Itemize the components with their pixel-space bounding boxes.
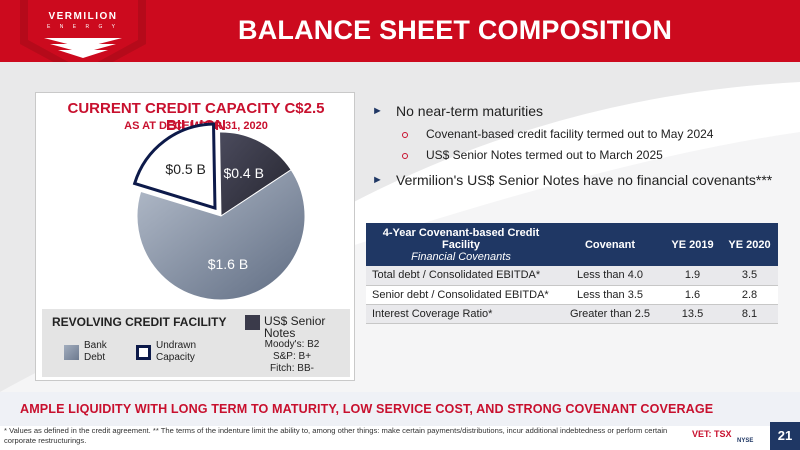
sub-bullet-text: Covenant-based credit facility termed ou… bbox=[426, 127, 714, 141]
table-cell-ye-2020: 2.8 bbox=[721, 285, 778, 305]
table-cell-ye-2019: 1.6 bbox=[664, 285, 721, 305]
bullet-maturities: ► No near-term maturities bbox=[372, 103, 792, 119]
pie-slice-bank-debt bbox=[136, 169, 306, 301]
bullet-text: Vermilion's US$ Senior Notes have no fin… bbox=[396, 172, 773, 188]
column-header-ye-2019: YE 2019 bbox=[664, 223, 721, 266]
legend-label-senior-notes: US$ Senior Notes bbox=[264, 314, 326, 340]
triangle-bullet-icon: ► bbox=[372, 174, 383, 186]
table-row: Senior debt / Consolidated EBITDA* Less … bbox=[366, 285, 778, 305]
covenant-table: 4-Year Covenant-based Credit Facility Fi… bbox=[366, 223, 778, 324]
pie-slice-undrawn-capacity bbox=[132, 122, 217, 211]
pie-chart: $0.5 B $0.4 B $1.6 B bbox=[132, 122, 306, 301]
table-cell-ye-2019: 13.5 bbox=[664, 304, 721, 324]
rating-sp: S&P: B+ bbox=[272, 351, 312, 362]
page-title: BALANCE SHEET COMPOSITION bbox=[238, 15, 673, 45]
key-points: ► No near-term maturities Covenant-based… bbox=[372, 103, 792, 188]
liquidity-banner: AMPLE LIQUIDITY WITH LONG TERM TO MATURI… bbox=[0, 392, 800, 426]
circle-bullet-icon bbox=[402, 132, 408, 138]
pie-label-senior-notes: $0.4 B bbox=[223, 165, 263, 181]
legend: REVOLVING CREDIT FACILITY Bank Debt Undr… bbox=[42, 309, 350, 377]
page-number: 21 bbox=[770, 422, 800, 450]
sub-bullet: Covenant-based credit facility termed ou… bbox=[372, 127, 792, 141]
table-header-row: 4-Year Covenant-based Credit Facility Fi… bbox=[366, 223, 778, 266]
legend-heading: REVOLVING CREDIT FACILITY bbox=[52, 315, 227, 329]
table-cell-metric: Total debt / Consolidated EBITDA* bbox=[366, 266, 556, 286]
pie-label-bank-debt: $1.6 B bbox=[208, 256, 248, 272]
footnote: * Values as defined in the credit agreem… bbox=[4, 426, 668, 445]
legend-label-bank-debt: Bank Debt bbox=[84, 340, 107, 363]
table-cell-ye-2020: 8.1 bbox=[721, 304, 778, 324]
credit-capacity-panel: CURRENT CREDIT CAPACITY C$2.5 BILLION AS… bbox=[35, 92, 355, 381]
table-cell-covenant: Less than 4.0 bbox=[556, 266, 664, 286]
table-header-title: 4-Year Covenant-based Credit Facility Fi… bbox=[366, 223, 556, 266]
table-header-sub: Financial Covenants bbox=[411, 250, 511, 263]
legend-label-undrawn-capacity: Undrawn Capacity bbox=[156, 340, 197, 363]
rating-fitch: Fitch: BB- bbox=[270, 363, 314, 374]
pie-label-undrawn-capacity: $0.5 B bbox=[165, 161, 205, 177]
bullet-no-covenants: ► Vermilion's US$ Senior Notes have no f… bbox=[372, 172, 792, 188]
pie-slice-senior-notes bbox=[219, 131, 292, 217]
sub-bullet-text: US$ Senior Notes termed out to March 202… bbox=[426, 148, 663, 162]
legend-swatch-undrawn-capacity bbox=[136, 345, 151, 360]
table-cell-covenant: Less than 3.5 bbox=[556, 285, 664, 305]
table-cell-metric: Senior debt / Consolidated EBITDA* bbox=[366, 285, 556, 305]
ticker-tsx: VET: TSX bbox=[692, 429, 732, 439]
table-row: Interest Coverage Ratio* Greater than 2.… bbox=[366, 304, 778, 324]
triangle-bullet-icon: ► bbox=[372, 105, 383, 117]
table-row: Total debt / Consolidated EBITDA* Less t… bbox=[366, 266, 778, 286]
sub-bullet: US$ Senior Notes termed out to March 202… bbox=[372, 148, 792, 162]
column-header-covenant: Covenant bbox=[556, 223, 664, 266]
logo-subtext: E N E R G Y bbox=[47, 24, 119, 30]
table-cell-metric: Interest Coverage Ratio* bbox=[366, 304, 556, 324]
logo-text: VERMILION bbox=[48, 11, 118, 22]
legend-swatch-bank-debt bbox=[64, 345, 79, 360]
banner-text: AMPLE LIQUIDITY WITH LONG TERM TO MATURI… bbox=[20, 402, 714, 416]
table-header-main: 4-Year Covenant-based Credit Facility bbox=[382, 226, 540, 251]
bullet-text: No near-term maturities bbox=[396, 103, 544, 119]
rating-moodys: Moody's: B2 bbox=[264, 339, 320, 350]
table-cell-ye-2019: 1.9 bbox=[664, 266, 721, 286]
legend-swatch-senior-notes bbox=[245, 315, 260, 330]
table-cell-ye-2020: 3.5 bbox=[721, 266, 778, 286]
logo-shield bbox=[20, 0, 146, 78]
circle-bullet-icon bbox=[402, 153, 408, 159]
table-cell-covenant: Greater than 2.5 bbox=[556, 304, 664, 324]
ticker-nyse: NYSE bbox=[737, 438, 754, 444]
column-header-ye-2020: YE 2020 bbox=[721, 223, 778, 266]
credit-ratings: Moody's: B2 S&P: B+ Fitch: BB- bbox=[242, 339, 342, 375]
